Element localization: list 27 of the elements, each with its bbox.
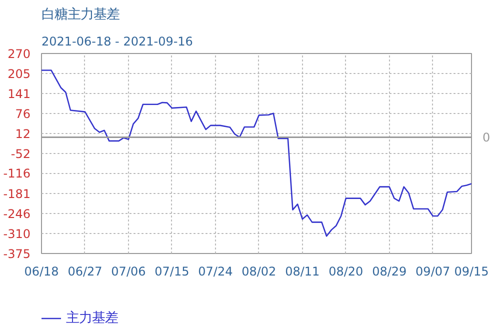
legend-label: 主力基差 <box>66 310 118 327</box>
x-tick-label: 09/07 <box>416 264 450 278</box>
x-tick-label: 08/02 <box>242 264 276 278</box>
y-tick-label: -375 <box>3 247 30 261</box>
line-series <box>42 70 472 237</box>
y-tick-label: 205 <box>8 67 30 82</box>
chart-title: 白糖主力基差 <box>42 6 120 22</box>
x-tick-label: 09/15 <box>454 264 489 278</box>
x-tick-label: 07/15 <box>154 264 190 278</box>
x-tick-label: 06/18 <box>24 264 59 278</box>
x-tick-label: 08/11 <box>285 264 320 278</box>
y-tick-label: 12 <box>15 127 31 141</box>
y-tick-label: -310 <box>3 226 30 241</box>
x-tick-label: 07/24 <box>198 264 233 278</box>
x-tick-label: 07/06 <box>111 264 146 278</box>
y-tick-label: -116 <box>3 166 30 181</box>
chart-subtitle: 2021-06-18 - 2021-09-16 <box>42 34 193 48</box>
x-tick-label: 08/20 <box>328 264 364 278</box>
x-tick-label: 08/29 <box>372 264 407 278</box>
y-tick-label: -181 <box>3 186 30 201</box>
y-tick-label: 270 <box>8 47 30 61</box>
y-tick-label: -52 <box>10 146 31 161</box>
ref-line-label: 0 <box>482 130 490 145</box>
y-tick-label: -246 <box>3 207 30 221</box>
y-tick-label: 76 <box>15 107 31 122</box>
y-tick-label: 141 <box>8 87 30 101</box>
x-tick-label: 06/27 <box>68 264 102 278</box>
